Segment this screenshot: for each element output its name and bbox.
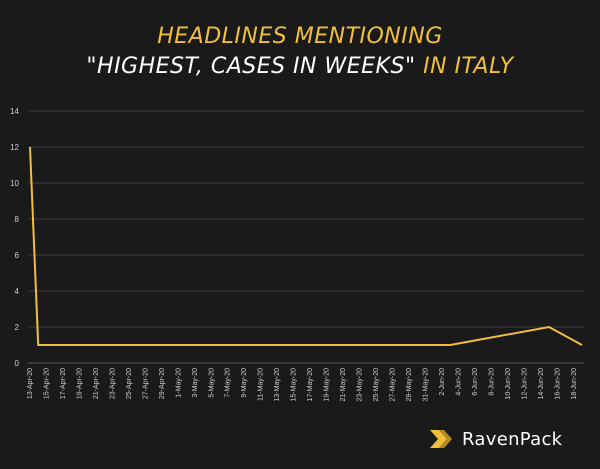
brand-logo: RavenPack — [430, 426, 562, 452]
x-tick-label: 2-Jun-20 — [439, 368, 446, 396]
y-tick-label: 2 — [15, 323, 20, 332]
x-tick-label: 31-May-20 — [422, 368, 429, 402]
x-tick-label: 12-Jun-20 — [521, 368, 528, 400]
y-tick-label: 14 — [10, 107, 19, 116]
x-tick-label: 6-Jun-20 — [472, 368, 479, 396]
title-quote: "HIGHEST, CASES IN WEEKS" — [86, 54, 416, 79]
x-tick-label: 15-May-20 — [291, 368, 298, 402]
brand-name: RavenPack — [462, 428, 563, 450]
x-tick-label: 15-Apr-20 — [43, 368, 50, 399]
chart-title: HEADLINES MENTIONING "HIGHEST, CASES IN … — [0, 22, 600, 82]
y-tick-label: 12 — [10, 143, 19, 152]
x-tick-label: 8-Jun-20 — [488, 368, 495, 396]
x-tick-label: 7-May-20 — [225, 368, 232, 398]
x-tick-label: 3-May-20 — [192, 368, 199, 398]
y-tick-label: 8 — [15, 215, 20, 224]
x-tick-label: 16-Jun-20 — [554, 368, 561, 400]
x-tick-label: 27-May-20 — [390, 368, 397, 402]
ravenpack-chevron-icon — [430, 430, 452, 448]
x-tick-label: 25-May-20 — [373, 368, 380, 402]
x-tick-label: 17-May-20 — [307, 368, 314, 402]
x-tick-label: 27-Apr-20 — [142, 368, 149, 399]
x-tick-label: 29-May-20 — [406, 368, 413, 402]
x-tick-label: 17-Apr-20 — [60, 368, 67, 399]
x-tick-label: 11-May-20 — [258, 368, 265, 401]
title-suffix: IN ITALY — [423, 54, 514, 79]
y-tick-label: 4 — [15, 287, 20, 296]
x-tick-label: 5-May-20 — [208, 368, 215, 398]
x-tick-label: 9-May-20 — [241, 368, 248, 398]
y-tick-label: 6 — [15, 251, 20, 260]
x-tick-label: 23-Apr-20 — [109, 368, 116, 399]
x-tick-label: 29-Apr-20 — [159, 368, 166, 399]
x-tick-label: 21-Apr-20 — [93, 368, 100, 399]
title-line-2: "HIGHEST, CASES IN WEEKS" IN ITALY — [0, 52, 600, 82]
x-tick-label: 19-May-20 — [324, 368, 331, 402]
x-tick-label: 18-Jun-20 — [571, 368, 578, 400]
x-tick-label: 21-May-20 — [340, 368, 347, 402]
x-tick-label: 13-May-20 — [274, 368, 281, 402]
y-tick-label: 0 — [15, 359, 20, 368]
x-tick-label: 4-Jun-20 — [455, 368, 462, 396]
x-tick-label: 10-Jun-20 — [505, 368, 512, 400]
x-tick-label: 1-May-20 — [175, 368, 182, 398]
x-tick-label: 13-Apr-20 — [27, 368, 34, 399]
x-tick-label: 23-May-20 — [357, 368, 364, 402]
y-tick-label: 10 — [10, 179, 19, 188]
x-tick-label: 19-Apr-20 — [76, 368, 83, 399]
series-line-0 — [29, 146, 583, 346]
x-tick-label: 14-Jun-20 — [538, 368, 545, 400]
title-line-1: HEADLINES MENTIONING — [157, 24, 443, 49]
x-tick-label: 25-Apr-20 — [126, 368, 133, 399]
